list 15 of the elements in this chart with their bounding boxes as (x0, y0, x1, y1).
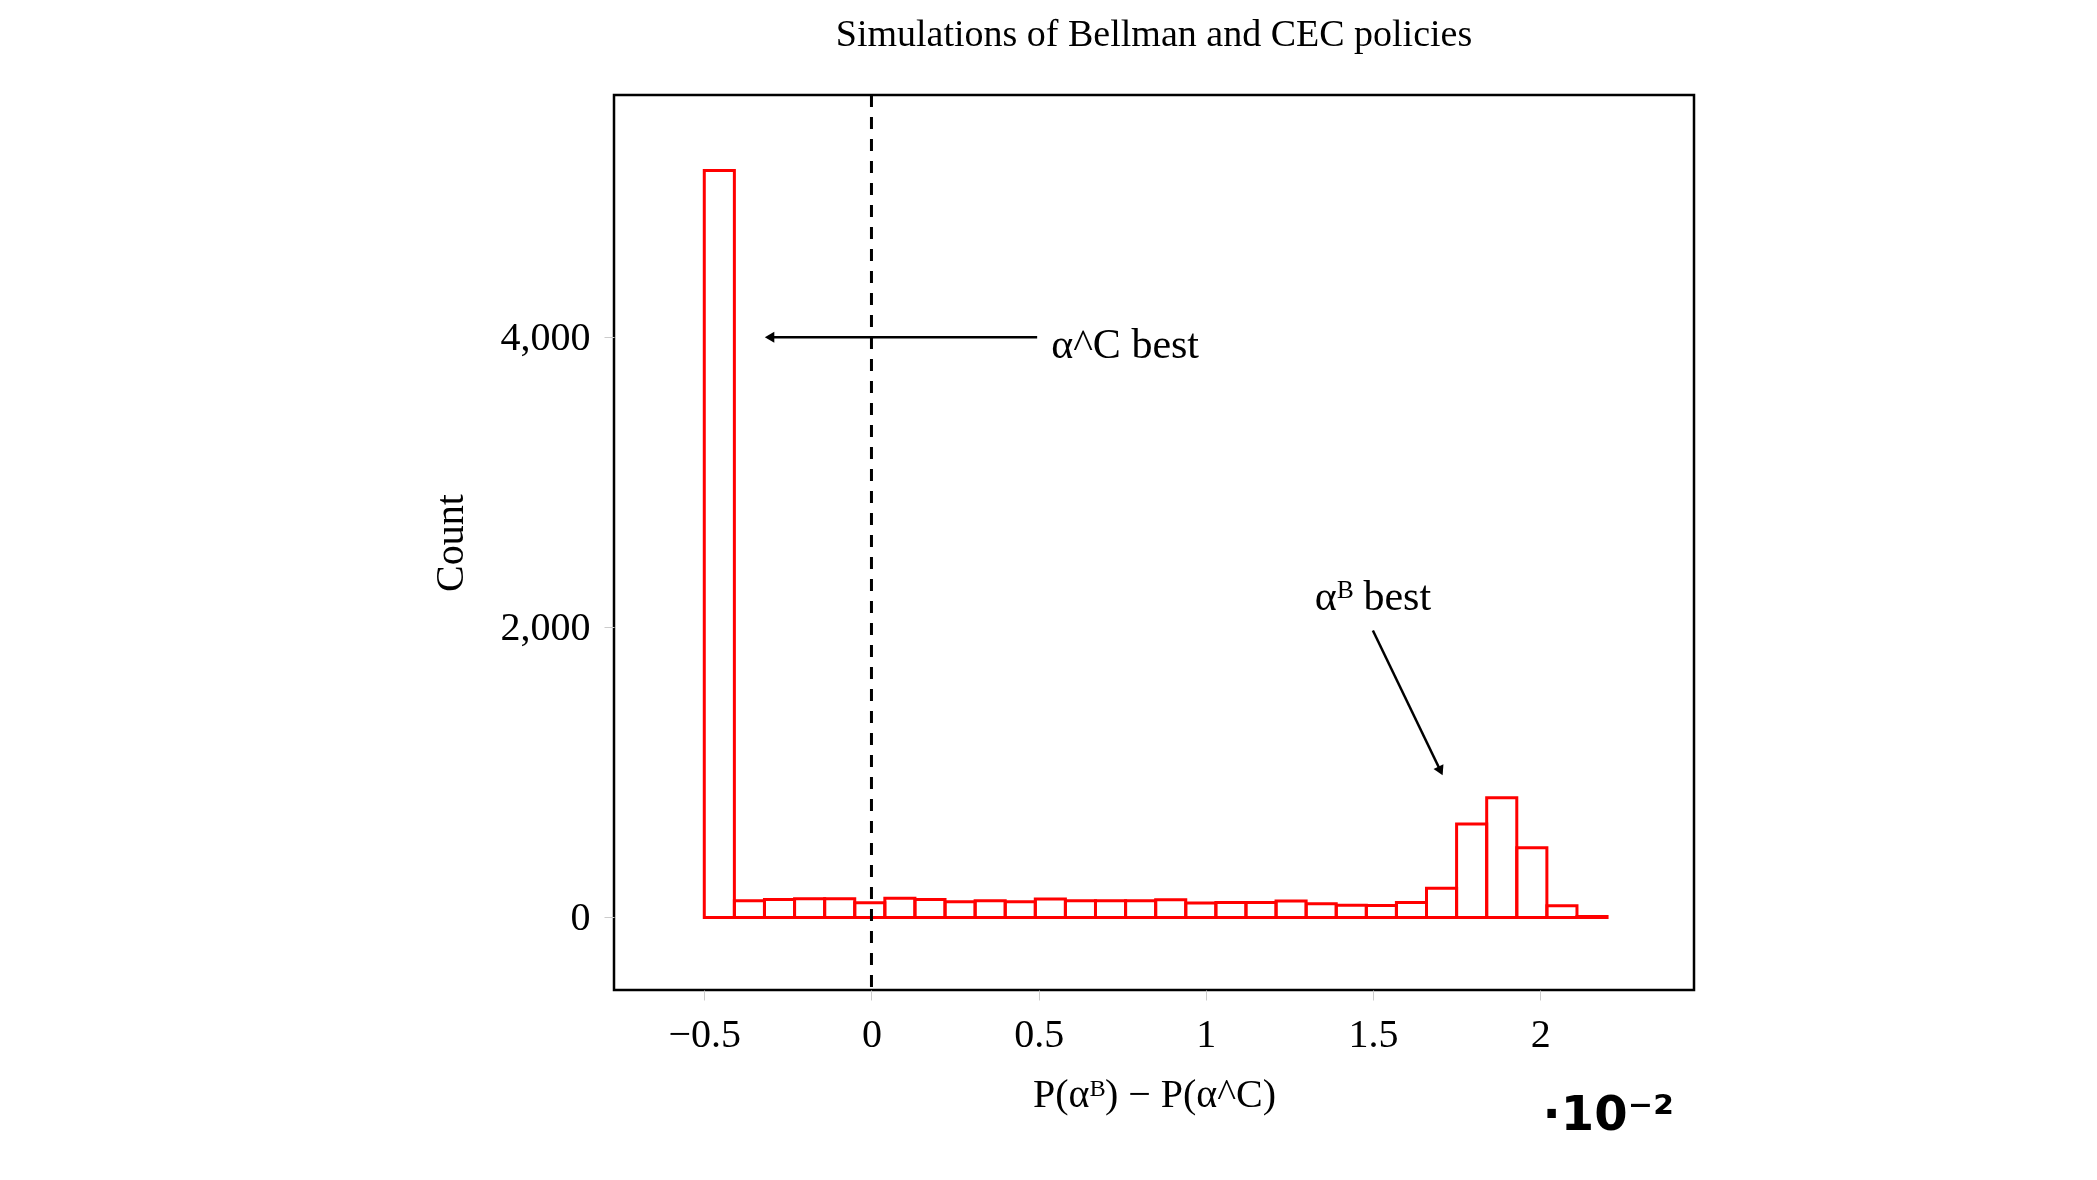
annotation: α^C best (1051, 321, 1200, 368)
annotation: αᴮ best (1314, 572, 1432, 619)
x-axis-title: P(αᴮ) − P(α^C) (1032, 1070, 1277, 1116)
x-tick-label: −0.5 (668, 1010, 742, 1056)
y-tick-label: 2,000 (500, 603, 591, 649)
x-tick-label: 0 (861, 1010, 882, 1056)
x-tick-label: 0.5 (1014, 1010, 1065, 1056)
y-tick-label: 0 (570, 893, 591, 939)
x-tick-label: 2 (1530, 1010, 1551, 1056)
x-tick-label: 1.5 (1348, 1010, 1399, 1056)
chart-title: Simulations of Bellman and CEC policies (835, 11, 1473, 54)
text: ·10⁻² (1542, 1085, 1674, 1141)
x-tick-label: 1 (1196, 1010, 1217, 1056)
y-tick-label: 4,000 (500, 313, 591, 359)
y-axis-title: Count (426, 494, 472, 592)
